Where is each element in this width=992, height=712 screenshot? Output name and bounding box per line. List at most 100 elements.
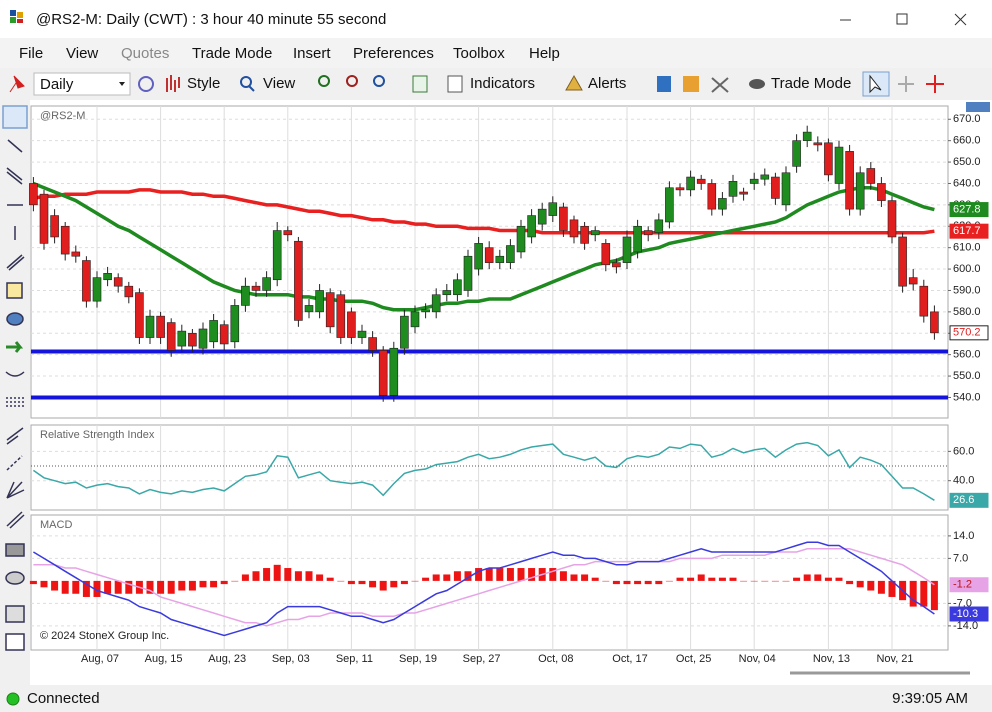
candle-body — [824, 142, 833, 176]
tool[interactable] — [6, 481, 25, 499]
candle-body — [484, 247, 494, 263]
candle-body — [453, 279, 462, 296]
candle-body — [294, 240, 303, 321]
y-tick-label: 550.0 — [953, 370, 981, 382]
tool[interactable] — [6, 455, 23, 471]
toolbar-button[interactable]: View — [263, 75, 295, 92]
candle-body — [760, 174, 770, 180]
candle-body — [156, 315, 165, 338]
candle-body — [50, 215, 59, 238]
toolbar-button[interactable]: Trade Mode — [771, 75, 851, 92]
panel-button[interactable] — [966, 102, 990, 112]
view-icon[interactable] — [240, 76, 252, 88]
menu-item[interactable]: Help — [529, 45, 560, 62]
candle-body — [506, 245, 515, 263]
last-value-label: 26.6 — [953, 494, 974, 506]
tool-icon[interactable] — [657, 76, 671, 92]
trade-mode-icon[interactable] — [749, 79, 765, 89]
menu-item[interactable]: Quotes — [121, 45, 169, 62]
alerts-icon[interactable] — [565, 74, 583, 91]
histogram-bar — [867, 580, 875, 591]
maximize-button[interactable] — [896, 13, 908, 25]
tool[interactable] — [6, 167, 23, 185]
tool[interactable] — [5, 633, 25, 651]
candle-body — [421, 309, 430, 313]
candle-body — [92, 277, 102, 302]
tool[interactable] — [2, 105, 28, 129]
panel — [30, 424, 949, 511]
style-icon[interactable] — [166, 75, 180, 92]
window-title: @RS2-M: Daily (CWT) : 3 hour 40 minute 5… — [36, 11, 386, 28]
toolbar-button[interactable]: Style — [187, 75, 220, 92]
crosshair-icon[interactable] — [898, 76, 914, 92]
zoom-in-icon[interactable] — [318, 75, 330, 87]
toolbar-button[interactable]: Indicators — [470, 75, 535, 92]
tool-icon[interactable] — [711, 77, 729, 93]
tool[interactable] — [6, 427, 24, 445]
last-value-label: 570.2 — [953, 327, 981, 339]
tool[interactable] — [5, 371, 25, 377]
menu-item[interactable]: Preferences — [353, 45, 434, 62]
candle-body — [781, 172, 791, 206]
histogram-bar — [665, 580, 673, 582]
close-button[interactable] — [954, 13, 967, 26]
histogram-bar — [400, 580, 408, 585]
tool[interactable] — [6, 312, 24, 326]
menu-item[interactable]: View — [66, 45, 98, 62]
indicators-icon[interactable] — [447, 75, 463, 93]
pointer-icon — [869, 74, 882, 94]
toolbar-button[interactable]: Alerts — [588, 75, 626, 92]
histogram-bar — [697, 574, 705, 581]
candle-body — [590, 230, 600, 236]
candle-body — [283, 230, 293, 236]
zoom-out-icon[interactable] — [346, 75, 358, 87]
histogram-bar — [188, 580, 196, 591]
interval-dropdown[interactable] — [33, 72, 131, 96]
x-tick-label: Nov, 21 — [876, 653, 913, 665]
menu-item[interactable]: Trade Mode — [192, 45, 272, 62]
tool-icon[interactable] — [138, 76, 154, 92]
tool[interactable] — [6, 511, 25, 529]
candle-body — [718, 198, 727, 210]
candle-body — [124, 285, 134, 298]
drawing-tools — [2, 105, 28, 651]
histogram-bar — [51, 580, 59, 591]
candle-body — [537, 208, 547, 225]
tool-icon[interactable] — [683, 76, 699, 92]
x-tick-label: Nov, 04 — [739, 653, 776, 665]
menu-item[interactable]: Toolbox — [453, 45, 505, 62]
tool[interactable] — [6, 282, 23, 299]
zoom-icon[interactable] — [373, 75, 385, 87]
tool[interactable] — [7, 139, 23, 153]
y-tick-label: 560.0 — [953, 349, 981, 361]
tool[interactable] — [6, 341, 24, 353]
histogram-bar — [432, 574, 440, 581]
candle-body — [516, 225, 526, 253]
toolbar — [0, 68, 992, 100]
last-value-box — [949, 492, 989, 508]
tool[interactable] — [6, 254, 25, 271]
pin-icon[interactable] — [9, 75, 25, 93]
copyright: © 2024 StoneX Group Inc. — [40, 630, 169, 642]
last-value-box — [949, 577, 989, 593]
y-tick-label: 650.0 — [953, 156, 981, 168]
histogram-bar — [708, 577, 716, 581]
menu-item[interactable]: Insert — [293, 45, 331, 62]
candle-body — [527, 215, 536, 238]
histogram-bar — [909, 580, 917, 607]
histogram-bar — [125, 580, 133, 594]
candle-body — [39, 193, 49, 244]
histogram-bar — [167, 580, 175, 594]
pointer-button[interactable] — [862, 71, 890, 97]
crosshair-icon[interactable] — [926, 75, 944, 93]
tool[interactable] — [5, 543, 25, 557]
tool[interactable] — [5, 571, 25, 585]
candle-body — [71, 251, 81, 257]
refresh-icon[interactable] — [412, 75, 428, 93]
panel-title: MACD — [40, 519, 72, 531]
menu-item[interactable]: File — [19, 45, 43, 62]
tool[interactable] — [6, 397, 24, 407]
tool[interactable] — [5, 605, 25, 623]
histogram-bar — [284, 568, 292, 581]
